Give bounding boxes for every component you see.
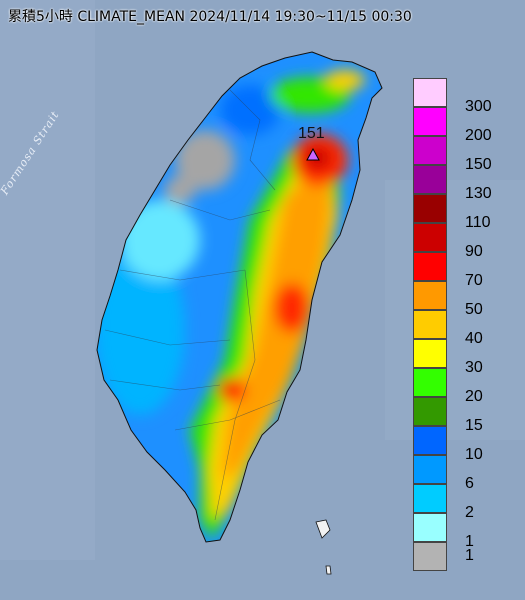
max-marker-triangle [306, 147, 320, 161]
legend-label: 10 [465, 446, 483, 463]
legend-label: 110 [465, 214, 491, 231]
legend-label: 50 [465, 301, 483, 318]
legend-label: 150 [465, 156, 492, 173]
legend-label: 6 [465, 475, 474, 492]
legend-label: 15 [465, 417, 483, 434]
max-value-label: 151 [298, 125, 325, 142]
legend-label: 1 [465, 533, 474, 550]
legend-label: 20 [465, 388, 483, 405]
legend-label: 2 [465, 504, 474, 521]
legend-label: 300 [465, 98, 492, 115]
legend-swatch [413, 281, 447, 310]
legend-swatch [413, 368, 447, 397]
legend-label: 90 [465, 243, 483, 260]
legend-label: 70 [465, 272, 483, 289]
legend-swatch [413, 455, 447, 484]
legend-swatch [413, 513, 447, 542]
legend-swatch [413, 310, 447, 339]
legend-label: 30 [465, 359, 483, 376]
legend-swatch [413, 136, 447, 165]
legend-swatch [413, 426, 447, 455]
legend-swatch [413, 542, 447, 571]
legend-swatch [413, 484, 447, 513]
legend-label: 130 [465, 185, 492, 202]
map-title: 累積5小時 CLIMATE_MEAN 2024/11/14 19:30~11/1… [8, 9, 412, 25]
legend-swatch [413, 397, 447, 426]
legend-label: 40 [465, 330, 483, 347]
legend-swatch [413, 252, 447, 281]
legend-swatch [413, 107, 447, 136]
legend-swatch [413, 194, 447, 223]
legend-swatch [413, 339, 447, 368]
legend-swatch [413, 223, 447, 252]
legend-swatch [413, 78, 447, 107]
legend-swatch [413, 165, 447, 194]
legend-label: 1 [465, 547, 474, 564]
legend-label: 200 [465, 127, 492, 144]
